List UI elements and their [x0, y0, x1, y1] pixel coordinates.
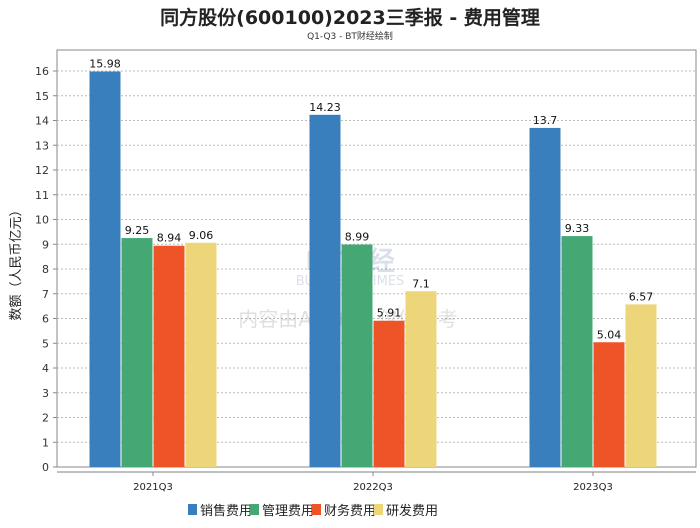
y-tick-label: 4: [42, 362, 49, 375]
data-label: 15.98: [89, 57, 121, 70]
legend-swatch: [312, 504, 321, 515]
legend-label: 管理费用: [262, 504, 314, 519]
legend-swatch: [374, 504, 383, 515]
y-axis-label: 数额（人民币亿元）: [9, 203, 24, 320]
x-tick-label: 2022Q3: [353, 482, 393, 493]
bar: [153, 245, 185, 467]
data-label: 5.91: [377, 307, 402, 320]
y-tick-label: 13: [35, 139, 49, 152]
y-tick-label: 5: [42, 337, 49, 350]
y-tick-label: 6: [42, 313, 49, 326]
x-tick-label: 2021Q3: [133, 482, 173, 493]
data-label: 9.06: [189, 229, 214, 242]
y-tick-label: 9: [42, 238, 49, 251]
y-tick-label: 14: [35, 115, 49, 128]
data-label: 9.33: [565, 222, 590, 235]
y-tick-label: 12: [35, 164, 49, 177]
data-label: 8.94: [157, 232, 182, 245]
bar: [309, 114, 341, 468]
data-label: 14.23: [309, 101, 341, 114]
bar: [185, 242, 217, 467]
legend-label: 财务费用: [324, 503, 376, 519]
y-tick-label: 11: [35, 189, 49, 202]
data-label: 6.57: [629, 290, 654, 303]
legend-label: 销售费用: [200, 503, 252, 519]
y-tick-label: 10: [35, 214, 49, 227]
bar: [593, 342, 625, 467]
chart-subtitle: Q1-Q3 - BT财经绘制: [307, 30, 393, 42]
y-tick-label: 8: [42, 263, 49, 276]
bar: [89, 71, 121, 468]
data-label: 5.04: [597, 328, 622, 341]
bar: [405, 291, 437, 467]
legend-swatch: [188, 504, 197, 515]
bar: [373, 320, 405, 467]
data-label: 8.99: [345, 230, 370, 243]
y-tick-label: 1: [42, 436, 49, 449]
y-tick-label: 2: [42, 412, 49, 425]
y-tick-label: 7: [42, 288, 49, 301]
bar: [121, 238, 153, 467]
legend-swatch: [250, 504, 259, 515]
bar: [529, 127, 561, 468]
bar: [561, 236, 593, 467]
chart-title: 同方股份(600100)2023三季报 - 费用管理: [160, 6, 540, 29]
y-tick-label: 16: [35, 65, 49, 78]
legend-label: 研发费用: [386, 503, 438, 519]
data-label: 7.1: [412, 277, 430, 290]
data-label: 9.25: [125, 224, 150, 237]
y-tick-label: 15: [35, 90, 49, 103]
x-tick-label: 2023Q3: [573, 482, 613, 493]
y-tick-label: 3: [42, 387, 49, 400]
data-label: 13.7: [533, 114, 558, 127]
bar: [625, 304, 657, 467]
bar: [341, 244, 373, 467]
y-tick-label: 0: [42, 461, 49, 474]
